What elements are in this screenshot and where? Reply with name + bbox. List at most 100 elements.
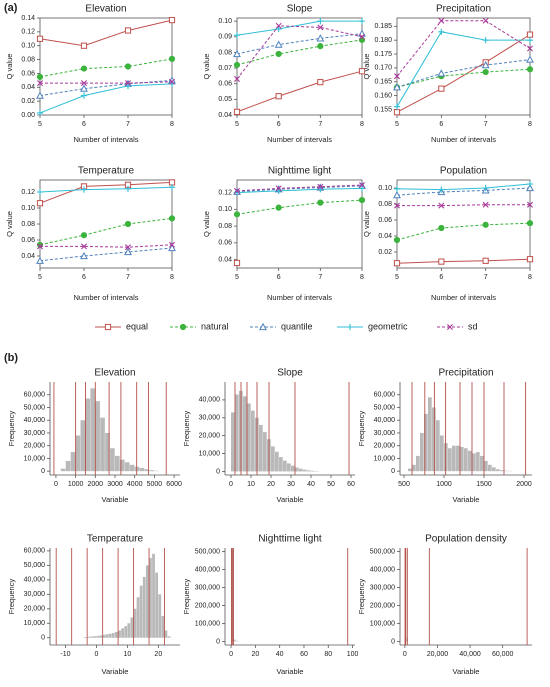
marker bbox=[168, 55, 176, 62]
marker bbox=[169, 78, 175, 85]
legend-marker bbox=[346, 323, 354, 331]
x-tick-label: 7 bbox=[484, 121, 488, 128]
x-tick-label: 2000 bbox=[88, 481, 104, 488]
x-tick-label: 7 bbox=[484, 274, 488, 281]
histogram-bar bbox=[161, 616, 165, 638]
x-tick-label: 8 bbox=[360, 121, 364, 128]
y-axis-label: Frequency bbox=[357, 579, 366, 615]
histogram-bar bbox=[129, 464, 135, 472]
histogram-bar bbox=[251, 410, 255, 472]
plot-frame bbox=[396, 17, 531, 116]
chart-title: Precipitation bbox=[438, 368, 493, 379]
histogram-bar bbox=[428, 397, 432, 472]
x-tick-label: 60 bbox=[300, 651, 308, 658]
histogram-bar bbox=[504, 470, 508, 472]
marker bbox=[80, 42, 88, 49]
y-tick-label: 0 bbox=[391, 468, 395, 475]
x-axis-label: Variable bbox=[453, 667, 480, 676]
x-tick-label: 6 bbox=[277, 274, 281, 281]
chart-title: Population bbox=[440, 166, 487, 177]
y-tick-label: 0.06 bbox=[21, 70, 35, 77]
plot-frame bbox=[39, 17, 173, 116]
marker bbox=[124, 63, 132, 70]
y-tick-label: 0.02 bbox=[378, 249, 392, 256]
marker bbox=[358, 197, 366, 204]
series-line bbox=[39, 181, 173, 204]
y-tick-label: 30,000 bbox=[199, 415, 221, 422]
chart-title: Elevation bbox=[85, 4, 126, 15]
y-tick-label: 0.10 bbox=[218, 206, 232, 213]
x-tick-label: 7 bbox=[126, 274, 130, 281]
y-tick-label: 0.02 bbox=[21, 98, 35, 105]
marker bbox=[36, 91, 44, 99]
histogram-bar bbox=[142, 576, 146, 638]
series-line bbox=[236, 33, 363, 55]
x-tick-label: 20 bbox=[251, 651, 259, 658]
marker bbox=[317, 43, 324, 50]
histogram-bar bbox=[472, 453, 476, 472]
x-tick-label: 0 bbox=[94, 651, 98, 658]
y-tick-label: 0.165 bbox=[374, 79, 392, 86]
marker bbox=[394, 73, 400, 80]
marker bbox=[317, 79, 324, 86]
y-tick-label: 0.09 bbox=[218, 34, 232, 41]
y-axis-label: Frequency bbox=[182, 411, 191, 447]
marker bbox=[358, 29, 366, 37]
y-axis-label: Q value bbox=[5, 54, 14, 80]
histogram-bar bbox=[448, 448, 452, 472]
series-line bbox=[39, 186, 173, 193]
histogram-bar bbox=[96, 635, 100, 638]
y-axis-label: Q value bbox=[202, 211, 211, 237]
x-tick-label: 6 bbox=[82, 274, 86, 281]
marker bbox=[36, 73, 44, 80]
x-tick-label: 20 bbox=[154, 651, 162, 658]
series-line bbox=[39, 217, 173, 246]
marker bbox=[393, 236, 401, 244]
series-line bbox=[236, 185, 363, 193]
histogram-bar bbox=[235, 394, 239, 472]
plot-frame bbox=[396, 179, 531, 269]
y-tick-label: 0.08 bbox=[21, 221, 35, 228]
x-tick-label: 8 bbox=[528, 121, 532, 128]
y-axis-label: Frequency bbox=[182, 579, 191, 615]
marker bbox=[124, 220, 132, 228]
histogram-bar bbox=[235, 640, 239, 642]
histogram-bar bbox=[440, 435, 444, 472]
histogram-bar bbox=[279, 457, 283, 472]
x-tick-label: 20,000 bbox=[427, 651, 449, 658]
y-tick-label: 100,000 bbox=[195, 620, 220, 627]
legend-label: equal bbox=[126, 321, 148, 331]
x-tick-label: 1000 bbox=[436, 481, 452, 488]
x-tick-label: 5 bbox=[38, 274, 42, 281]
series-line bbox=[396, 34, 531, 113]
y-tick-label: 0.12 bbox=[21, 189, 35, 196]
histogram-bar bbox=[100, 417, 105, 472]
series-line bbox=[396, 20, 531, 77]
y-tick-label: 0.08 bbox=[21, 56, 35, 63]
x-tick-label: 10 bbox=[247, 481, 255, 488]
histogram-bar bbox=[118, 630, 121, 638]
marker bbox=[438, 17, 445, 24]
series-line bbox=[39, 19, 173, 47]
y-tick-label: 10,000 bbox=[24, 455, 46, 462]
marker bbox=[124, 185, 132, 192]
y-tick-label: 500,000 bbox=[370, 548, 395, 555]
marker bbox=[168, 16, 176, 24]
histogram-bar bbox=[149, 470, 155, 472]
marker bbox=[437, 69, 446, 77]
x-tick-label: 60 bbox=[347, 481, 355, 488]
histogram-bar bbox=[484, 460, 488, 472]
y-tick-label: 10,000 bbox=[374, 455, 396, 462]
marker bbox=[526, 66, 534, 73]
marker bbox=[317, 183, 324, 190]
marker bbox=[526, 55, 534, 63]
marker bbox=[317, 24, 324, 31]
histogram-bar bbox=[243, 396, 247, 472]
series-line bbox=[396, 187, 531, 196]
series-line bbox=[236, 187, 363, 194]
histogram-bar bbox=[480, 455, 484, 472]
marker bbox=[358, 18, 366, 25]
marker bbox=[80, 186, 88, 193]
legend-label: geometric bbox=[368, 321, 408, 331]
